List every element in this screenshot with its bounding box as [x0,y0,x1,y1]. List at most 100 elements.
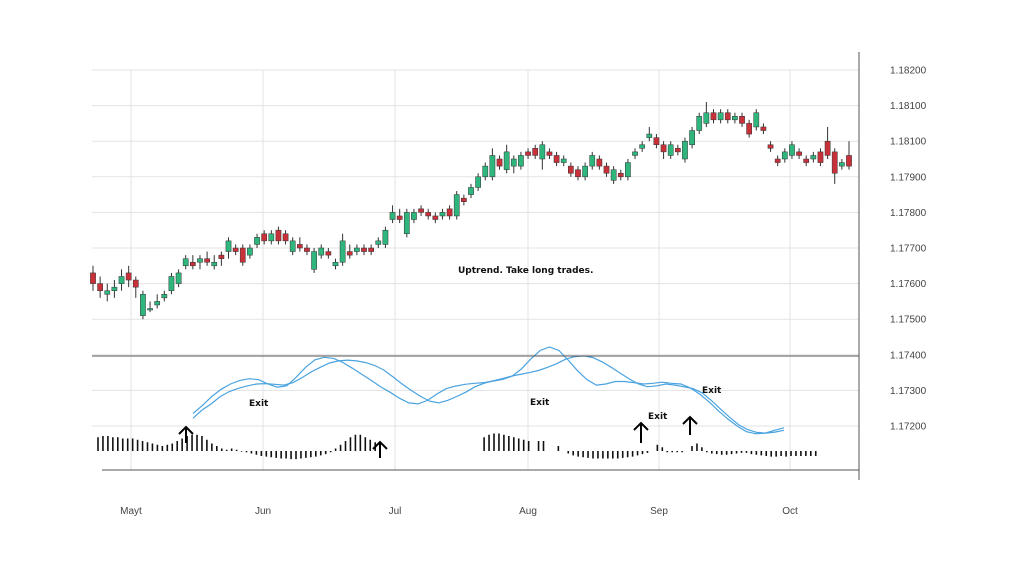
annotations: Uptrend. Take long trades. Exit Exit Exi… [178,266,722,458]
candle-down [760,126,767,131]
candle-up [560,158,567,163]
candle-up [140,294,146,316]
candle-up [703,112,710,124]
candle-down [282,233,289,242]
buy-arrow-4 [682,415,698,435]
x-axis-ticks: Mayt Jun Jul Aug Sep Oct [120,506,798,517]
candle-up [254,237,260,245]
candle-up [175,272,182,284]
candle-down [525,151,531,156]
candle-up [753,112,760,128]
candle-up [182,258,189,267]
candle-up [154,301,161,306]
candle-down [575,169,581,178]
candle-up [168,276,175,291]
candle-down [774,158,781,163]
candle-up [625,162,631,178]
candle-down [824,140,831,156]
candle-down [446,208,453,217]
candle-down [204,258,210,263]
candle-down [189,261,196,267]
candle-up [667,144,674,156]
candle-up [789,144,795,156]
candle-up [111,286,118,291]
candle-up [439,212,446,217]
candle-down [660,144,667,153]
candle-up [732,116,738,121]
exit-label-2: Exit [530,398,550,408]
candle-up [268,233,275,242]
candle-down [596,158,603,167]
candle-down [846,155,852,167]
candle-down [710,112,717,121]
y-tick-label: 1.17300 [890,386,927,397]
candle-up [632,151,638,156]
y-tick-label: 1.17700 [890,244,927,255]
y-tick-label: 1.18100 [890,137,927,148]
candle-down [325,251,332,256]
candle-down [553,155,560,163]
candle-up [225,240,232,252]
candle-down [346,251,353,256]
candle-down [425,212,432,217]
candle-up [289,240,296,252]
candle-down [97,283,103,291]
candle-up [682,140,688,160]
x-tick-label: Jun [255,506,271,517]
candle-down [567,165,574,174]
candle-down [803,158,810,163]
candle-up [610,169,617,181]
y-tick-label: 1.17800 [890,208,927,219]
candle-down [767,144,774,149]
candle-down [275,229,282,242]
candle-down [617,172,624,178]
candle-down [724,112,731,121]
candle-down [232,247,239,252]
y-axis-ticks: 1.18200 1.18100 1.18100 1.17900 1.17800 1.177… [890,66,927,433]
candle-up [375,240,382,245]
candle-down [261,233,268,242]
candle-down [746,123,753,135]
candle-up [147,308,153,311]
candle-down [296,244,303,249]
candle-up [318,247,325,256]
candle-up [468,187,474,195]
candle-up [810,155,817,160]
candle-down [239,247,246,263]
buy-arrow-2 [372,440,388,458]
gridlines [92,69,859,470]
indicator-lines [192,346,785,435]
candle-down [218,254,225,259]
candle-down [418,208,424,213]
candle-up [211,261,218,267]
candle-up [489,155,496,178]
buy-arrow-3 [633,421,649,443]
exit-label-4: Exit [702,386,722,396]
candle-down [603,165,610,174]
candle-up [689,130,695,146]
candle-down [796,151,802,156]
candle-up [247,247,253,256]
candle-up [403,212,410,235]
x-tick-label: Jul [389,506,402,517]
candle-up [311,251,317,270]
candle-up [389,212,396,220]
y-tick-label: 1.17600 [890,279,927,290]
candle-up [839,162,845,167]
candle-up [339,240,346,263]
candle-up [475,176,481,188]
candle-up [696,116,703,131]
candle-down [361,247,367,252]
candle-up [161,294,168,299]
axes [92,52,860,480]
y-tick-label: 1.18200 [890,66,927,77]
x-tick-label: Sep [650,506,668,517]
candle-down [304,247,310,252]
candle-up [354,247,360,252]
candle-up [510,158,517,167]
candle-up [382,229,389,245]
x-tick-label: Oct [782,506,798,517]
candle-down [739,116,745,124]
candle-up [646,133,653,138]
